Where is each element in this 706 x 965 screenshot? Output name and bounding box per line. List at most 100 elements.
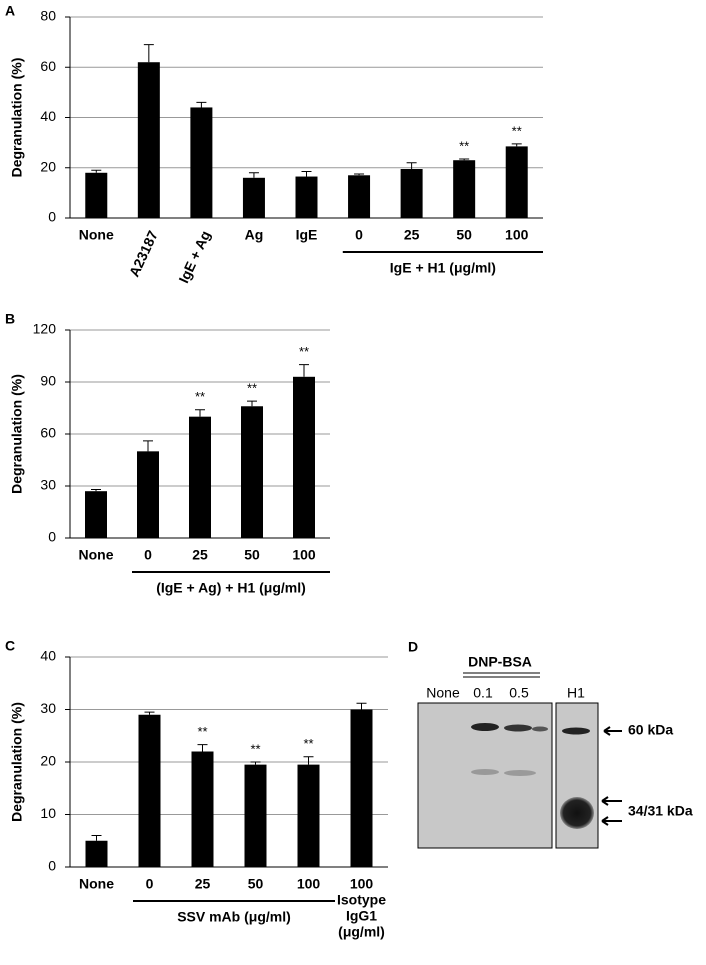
x-tick-label: 100 — [350, 876, 374, 892]
error-bar — [511, 143, 522, 147]
x-tick-label: 0 — [144, 547, 152, 563]
significance: ** — [247, 381, 257, 396]
y-tick-label: 40 — [40, 108, 56, 124]
blot-panel: D DNP-BSA None 0.1 0.5 H1 60 kDa 34/31 k… — [408, 639, 693, 849]
error-bar — [459, 158, 470, 161]
y-tick-label: 20 — [40, 753, 56, 769]
bar — [137, 451, 159, 538]
lane-label: H1 — [567, 685, 585, 701]
bar — [189, 416, 211, 538]
y-tick-label: 90 — [40, 373, 56, 389]
group-label: SSV mAb (μg/ml) — [177, 909, 291, 925]
bar — [190, 107, 213, 218]
arrow — [601, 796, 622, 806]
y-axis-label: Degranulation (%) — [9, 58, 25, 178]
y-tick-label: 40 — [40, 648, 56, 664]
error-bar — [91, 169, 102, 173]
y-tick-label: 60 — [40, 425, 56, 441]
panel-label: D — [408, 639, 418, 655]
significance: ** — [197, 724, 207, 739]
error-bar — [299, 364, 309, 377]
bar — [242, 177, 265, 218]
band — [560, 797, 594, 829]
panel-label: A — [5, 3, 15, 19]
x-tick-label: 50 — [244, 547, 260, 563]
bar — [400, 169, 423, 218]
error-bar — [250, 761, 261, 765]
y-tick-label: 30 — [40, 700, 56, 716]
arrow — [601, 816, 622, 826]
error-bar — [197, 744, 208, 752]
error-bar — [91, 835, 102, 841]
significance: ** — [299, 344, 309, 359]
bar — [85, 840, 108, 867]
error-bar — [354, 173, 365, 176]
y-tick-label: 30 — [40, 477, 56, 493]
error-bar — [143, 44, 154, 63]
x-tick-label: A23187 — [126, 228, 161, 279]
y-tick-label: 120 — [33, 321, 57, 337]
bar — [244, 764, 267, 867]
marker-label: 60 kDa — [628, 722, 673, 738]
x-tick-label: None — [79, 547, 114, 563]
note-label: Isotype — [337, 892, 386, 908]
x-tick-label: 25 — [404, 227, 420, 243]
group-label: (IgE + Ag) + H1 (μg/ml) — [156, 580, 306, 596]
x-tick-label: 25 — [195, 876, 211, 892]
bar — [348, 175, 371, 218]
significance: ** — [459, 138, 469, 153]
y-axis-label: Degranulation (%) — [9, 702, 25, 822]
panel-label: B — [5, 311, 15, 327]
lane-label: 0.5 — [509, 685, 529, 701]
y-tick-label: 60 — [40, 58, 56, 74]
y-axis-label: Degranulation (%) — [9, 374, 25, 494]
bar — [85, 491, 107, 538]
x-tick-label: 50 — [248, 876, 264, 892]
note-label: (μg/ml) — [338, 924, 385, 940]
lane-label: 0.1 — [473, 685, 493, 701]
x-tick-label: None — [79, 227, 114, 243]
bar — [505, 146, 528, 218]
x-tick-label: 100 — [505, 227, 529, 243]
error-bar — [303, 756, 314, 765]
bar — [295, 176, 318, 218]
error-bar — [406, 162, 417, 170]
bar — [191, 751, 214, 867]
group-label: IgE + H1 (μg/ml) — [390, 260, 496, 276]
error-bar — [195, 409, 205, 417]
significance: ** — [303, 736, 313, 751]
bar — [85, 172, 108, 218]
x-tick-label: 100 — [292, 547, 316, 563]
y-tick-label: 0 — [48, 529, 56, 545]
marker-label: 34/31 kDa — [628, 803, 693, 819]
error-bar — [247, 400, 257, 407]
arrow — [603, 726, 622, 736]
error-bar — [301, 171, 312, 177]
band — [504, 724, 532, 732]
y-tick-label: 0 — [48, 209, 56, 225]
band — [562, 727, 590, 735]
bar — [241, 406, 263, 538]
x-tick-label: IgE — [296, 227, 318, 243]
y-tick-label: 10 — [40, 805, 56, 821]
band — [504, 770, 536, 776]
error-bar — [143, 440, 153, 452]
bar — [138, 714, 161, 867]
bar — [137, 62, 160, 218]
bar — [350, 709, 373, 867]
error-bar — [248, 172, 259, 178]
x-tick-label: 0 — [355, 227, 363, 243]
band — [532, 726, 548, 732]
group-label: DNP-BSA — [468, 654, 532, 670]
x-tick-label: 50 — [456, 227, 472, 243]
error-bar — [356, 702, 367, 710]
significance: ** — [512, 123, 522, 138]
x-tick-label: Ag — [245, 227, 264, 243]
x-tick-label: None — [79, 876, 114, 892]
y-tick-label: 20 — [40, 158, 56, 174]
y-tick-label: 0 — [48, 858, 56, 874]
error-bar — [91, 488, 101, 492]
significance: ** — [250, 741, 260, 756]
x-tick-label: 25 — [192, 547, 208, 563]
